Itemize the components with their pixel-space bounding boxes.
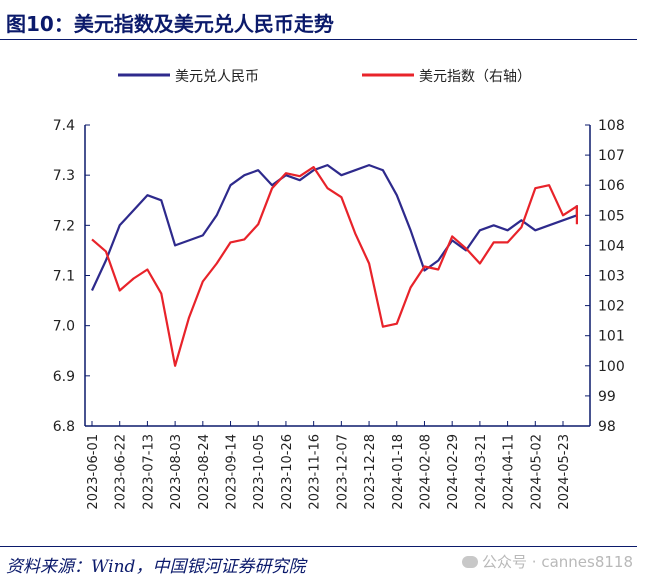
x-tick-label: 2023-06-22 — [114, 434, 129, 510]
x-tick-label: 2023-10-05 — [252, 434, 267, 510]
x-tick-label: 2023-06-01 — [86, 434, 101, 510]
legend-label-cny: 美元兑人民币 — [175, 69, 259, 85]
x-tick-label: 2023-08-03 — [169, 434, 184, 510]
x-tick-label: 2023-07-13 — [141, 434, 156, 510]
footer-divider — [0, 546, 637, 547]
x-tick-label: 2024-04-11 — [502, 434, 517, 510]
y-left-tick-label: 7.2 — [53, 218, 75, 234]
legend-label-dxy: 美元指数（右轴） — [419, 69, 531, 85]
y-right-tick-label: 104 — [598, 238, 625, 254]
x-tick-label: 2023-08-24 — [197, 434, 212, 510]
y-right-tick-label: 107 — [598, 148, 625, 164]
line-chart: 美元兑人民币 美元指数（右轴） 6.8 6.9 7.0 7.1 7.2 7.3 7.4 98… — [53, 69, 625, 510]
x-tick-label: 2024-02-08 — [418, 434, 433, 510]
x-tick-label: 2023-10-26 — [280, 434, 295, 510]
y-right-tick-label: 98 — [598, 419, 616, 435]
x-tick-label: 2023-12-07 — [335, 434, 350, 510]
y-right-tick-label: 106 — [598, 178, 625, 194]
y-right-tick-label: 100 — [598, 359, 625, 375]
x-tick-label: 2024-03-21 — [474, 434, 489, 510]
y-left-tick-label: 7.0 — [53, 319, 75, 335]
y-right-tick-label: 105 — [598, 208, 625, 224]
chart-title: 图10：美元指数及美元兑人民币走势 — [6, 12, 334, 36]
x-tick-label: 2024-05-02 — [529, 434, 544, 510]
watermark: 公众号 · cannes8118 — [462, 551, 633, 572]
wechat-icon — [462, 556, 479, 568]
title-divider — [0, 39, 637, 40]
x-tick-label: 2024-02-29 — [446, 434, 461, 510]
y-left-tick-label: 6.8 — [53, 419, 75, 435]
y-right-tick-label: 99 — [598, 389, 616, 405]
x-tick-label: 2024-01-18 — [391, 434, 406, 510]
series-line-cny — [91, 164, 579, 291]
x-tick-label: 2024-05-23 — [557, 434, 572, 510]
y-right-tick-label: 108 — [598, 118, 625, 134]
y-right-tick-label: 101 — [598, 329, 625, 345]
y-left-tick-label: 6.9 — [53, 369, 75, 385]
x-tick-label: 2023-09-14 — [225, 434, 240, 510]
y-left-tick-label: 7.1 — [53, 269, 75, 285]
watermark-text: 公众号 · cannes8118 — [482, 553, 633, 571]
source-note: 资料来源：Wind，中国银河证券研究院 — [6, 557, 306, 577]
x-tick-label: 2023-12-28 — [363, 434, 378, 510]
x-tick-label: 2023-11-16 — [308, 434, 323, 510]
y-left-tick-label: 7.3 — [53, 168, 75, 184]
series-line-dxy — [91, 166, 579, 367]
y-right-tick-label: 103 — [598, 269, 625, 285]
y-left-tick-label: 7.4 — [53, 118, 75, 134]
y-right-tick-label: 102 — [598, 299, 625, 315]
